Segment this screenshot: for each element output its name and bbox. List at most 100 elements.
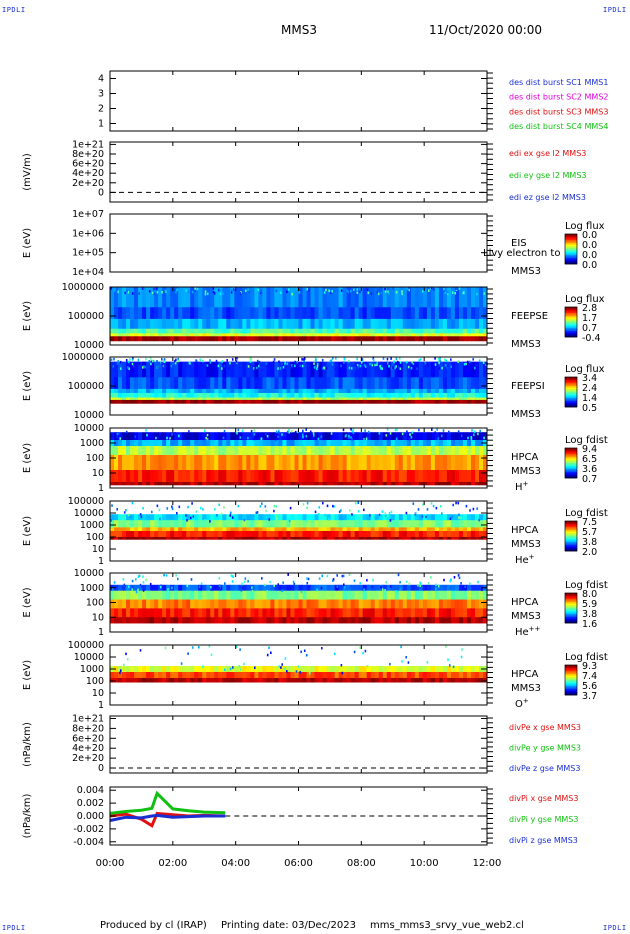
edi_e-ytick-label: 6e+20 (72, 159, 104, 170)
hpca_hepp-speckle (316, 588, 318, 592)
feepse-speckle (222, 292, 224, 295)
feepse-speckle (455, 287, 458, 290)
feepse-cell (410, 328, 416, 334)
feepse-colorbar-cell (565, 331, 577, 333)
hpca_o-cell (222, 678, 227, 683)
hpca_he-cell (274, 531, 279, 538)
hpca_hepp-cell (134, 608, 139, 618)
hpca_he-cell (458, 527, 464, 532)
hpca_h-cell (334, 440, 340, 447)
hpca_h-cell (330, 432, 335, 441)
hpca_o-cell (342, 666, 348, 673)
hpca_he-cell (190, 527, 195, 532)
hpca_o-speckle (284, 657, 287, 660)
hpca_he-speckle (171, 505, 173, 508)
feepsi-cell (382, 392, 388, 398)
hpca_hepp-cell (270, 590, 275, 600)
hpca_he-cell (378, 520, 384, 528)
hpca_hepp-speckle (277, 583, 279, 586)
hpca_he-cell (278, 527, 283, 532)
feepsi-cell (110, 392, 115, 398)
hpca_h-cell (194, 455, 199, 471)
feepsi-cell (150, 377, 155, 390)
hpca_he-cell (118, 520, 123, 528)
hpca_hepp-ylabel: E (eV) (22, 587, 33, 617)
feepse-speckle (117, 290, 119, 294)
hpca_he-speckle (381, 510, 383, 513)
feepsi-cell (186, 399, 191, 404)
hpca_he-speckle (204, 519, 206, 522)
hpca_h-cell (202, 432, 207, 441)
hpca_hepp-cell (282, 617, 287, 624)
hpca_o-cell (438, 672, 444, 679)
feepse-cell (122, 336, 127, 342)
hpca_h-cell (458, 446, 464, 456)
hpca_he-speckle (441, 512, 443, 515)
hpca_he-cell (474, 514, 480, 521)
hpca_h-cell (202, 455, 207, 471)
hpca_h-cell (278, 482, 283, 486)
hpca_o-speckle (210, 653, 213, 656)
hpca_o-colorbar-cell (565, 690, 577, 693)
feepse-colorbar-cell (565, 328, 577, 330)
feepsi-speckle (162, 364, 165, 368)
hpca_o-cell (426, 678, 432, 683)
hpca_he-cell (238, 527, 243, 532)
hpca_o-cell (370, 678, 376, 683)
hpca_hepp-cell (222, 599, 227, 609)
feepse-cell (454, 333, 460, 337)
hpca_hepp-speckle (399, 587, 402, 591)
feepsi-speckle (163, 360, 166, 363)
hpca_hepp-cell (142, 590, 147, 600)
hpca_h-speckle (171, 433, 173, 436)
feepse-cell (278, 333, 283, 337)
hpca_he-cell (394, 531, 400, 538)
hpca_o-cell (306, 672, 311, 679)
feepsi-cell (478, 377, 484, 390)
hpca_hepp-cell (142, 617, 147, 624)
hpca_h-cell (438, 455, 444, 471)
hpca_hepp-cell (326, 608, 331, 618)
hpca_hepp-cell (158, 590, 163, 600)
hpca_h-cell (146, 455, 151, 471)
feepse-speckle (194, 289, 196, 293)
feepsi-cell (186, 397, 191, 401)
hpca_h-cell (126, 455, 131, 471)
hpca_o-cell (266, 678, 271, 683)
feepse-cell (410, 336, 416, 342)
feepsi-cell (114, 392, 119, 398)
hpca_hepp-cell (118, 599, 123, 609)
hpca_he-speckle (357, 510, 360, 513)
hpca_h-cell (290, 432, 295, 441)
hpca_o-cell (370, 672, 376, 679)
hpca_h-cell (186, 455, 191, 471)
hpca_hepp-cell (258, 617, 263, 624)
hpca_hepp-cell (214, 599, 219, 609)
feepse-speckle (408, 288, 410, 292)
hpca_hepp-cell (242, 617, 247, 624)
hpca_hepp-cell (266, 617, 271, 624)
hpca_he-cell (426, 537, 432, 540)
feepsi-speckle (474, 366, 476, 370)
hpca_he-speckle (216, 514, 218, 517)
hpca_hepp-cell (446, 590, 452, 600)
feepsi-cell (158, 388, 163, 394)
feepse-speckle (454, 292, 456, 295)
feepse-speckle (387, 290, 389, 294)
hpca_he-cell (406, 537, 412, 540)
feepse-cell (194, 333, 199, 337)
feepse-cell (310, 336, 315, 342)
feepsi-cell (366, 361, 372, 378)
edi_e-legend-entry: edi ez gse l2 MMS3 (509, 193, 586, 202)
feepse-cell (414, 318, 420, 330)
hpca_h-cell (434, 482, 440, 486)
feepsi-speckle (463, 363, 466, 366)
hpca_hepp-speckle (477, 580, 479, 584)
hpca_hepp-cell (338, 599, 344, 609)
hpca_hepp-speckle (281, 589, 283, 593)
feepse-speckle (377, 292, 380, 296)
hpca_hepp-cell (274, 608, 279, 618)
hpca_h-speckle (266, 435, 269, 438)
hpca_h-cell (202, 470, 207, 483)
hpca_o-cell (118, 666, 123, 673)
